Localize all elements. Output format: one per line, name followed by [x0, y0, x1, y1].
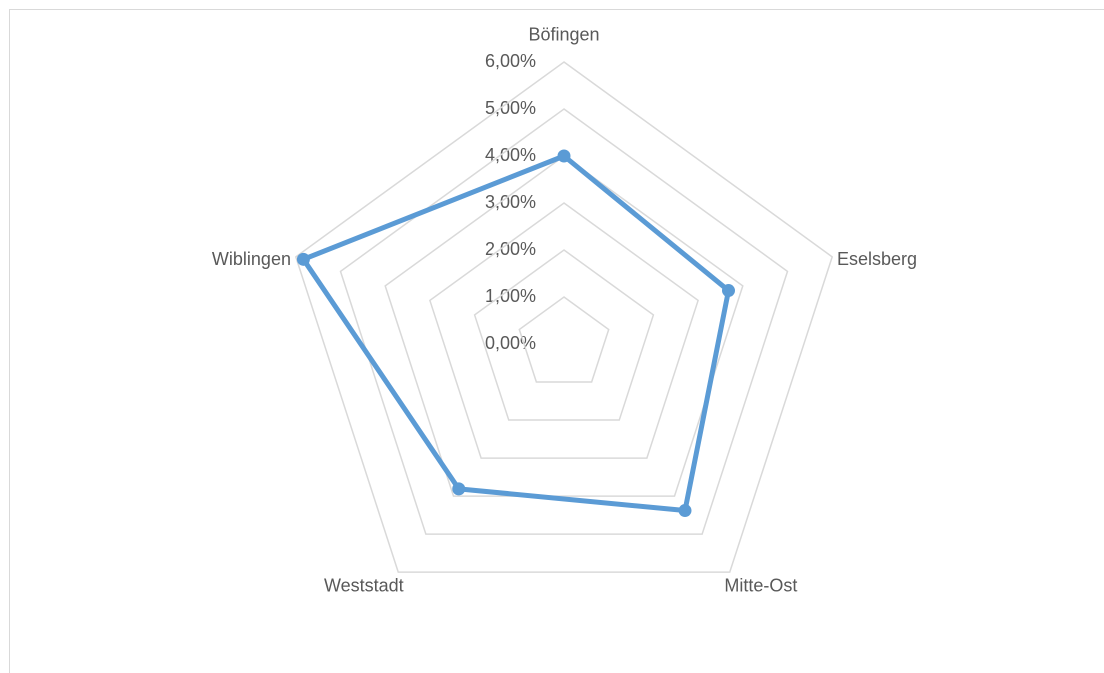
category-label: Wiblingen	[212, 249, 291, 269]
grid-ring	[294, 61, 834, 573]
category-label: Weststadt	[324, 576, 404, 596]
grid-ring	[473, 249, 655, 421]
category-label: Eselsberg	[837, 249, 917, 269]
y-tick-label: 2,00%	[485, 239, 536, 259]
chart-frame	[9, 9, 1104, 673]
data-point	[296, 252, 310, 266]
category-label: Mitte-Ost	[724, 576, 797, 596]
y-tick-label: 4,00%	[485, 145, 536, 165]
y-tick-label: 0,00%	[485, 333, 536, 353]
y-tick-label: 3,00%	[485, 192, 536, 212]
series-line	[300, 153, 731, 514]
data-point	[452, 482, 466, 496]
grid-ring	[429, 202, 699, 459]
data-point	[721, 284, 735, 298]
y-tick-label: 6,00%	[485, 51, 536, 71]
y-tick-label: 1,00%	[485, 286, 536, 306]
data-point	[678, 504, 692, 518]
data-point	[557, 149, 571, 163]
grid-ring	[384, 155, 744, 497]
grid-ring	[518, 296, 610, 383]
y-tick-label: 5,00%	[485, 98, 536, 118]
grid-ring	[339, 108, 789, 535]
category-label: Böfingen	[528, 25, 599, 45]
